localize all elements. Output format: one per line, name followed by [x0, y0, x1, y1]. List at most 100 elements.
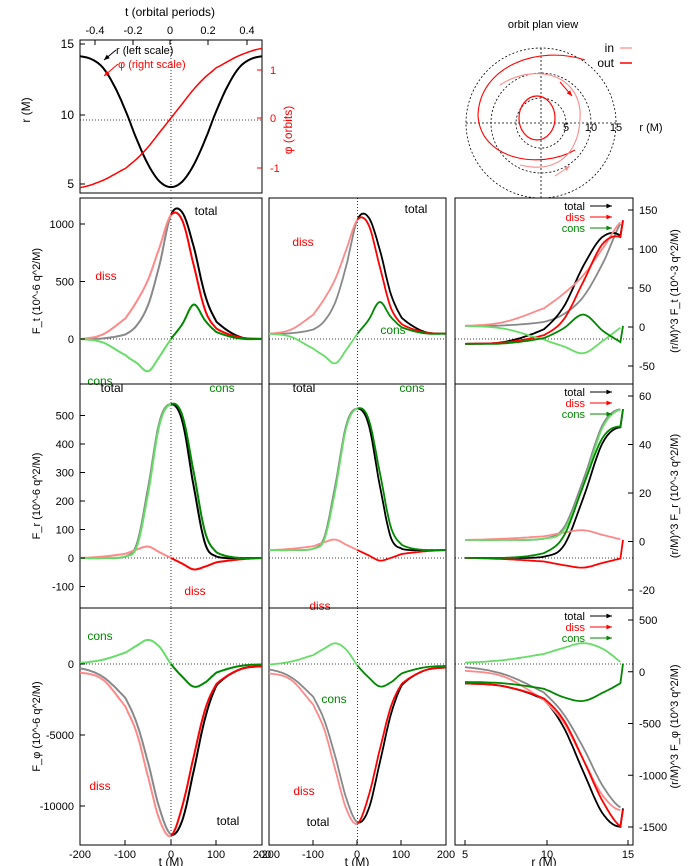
orbit-tick-label: 5 — [563, 122, 569, 134]
top-legend-phi-arrow-head — [104, 70, 110, 76]
panel-Ft-a-total-in-curve — [80, 214, 172, 340]
orbit-legend-out: out — [597, 56, 614, 70]
orbit-axis-label: r (M) — [639, 122, 662, 134]
panel-Fr-b-cons-out-curve — [357, 407, 446, 552]
top-time-tick-label: 0 — [167, 25, 173, 37]
panel-Fphi-a-diss-in-curve — [79, 671, 172, 838]
panel-Ft-right-tick-label: 0 — [639, 322, 645, 334]
panel-Fr-b-total-in-curve — [269, 407, 358, 552]
panel-Fr-left-tick-label: 500 — [56, 411, 74, 423]
panel-Fr-label-diss: diss — [184, 584, 205, 598]
panel-Fphi-a-total-out-curve — [170, 665, 263, 836]
panel-Ft-b-total-in-curve — [269, 219, 359, 335]
panel-Fr-a-cons-out-curve — [170, 402, 262, 560]
panel-Fr-left-tick-label: 0 — [68, 553, 74, 565]
panel-Fphi-right-tick-label: -1000 — [639, 770, 667, 782]
panel-Fr-right-tick-label: 20 — [639, 488, 651, 500]
panel-Ft-c-cons-in-curve — [465, 324, 621, 355]
panel-Fr-a-total-in-curve — [80, 403, 172, 560]
panel-Fphi-right-tick-label: -500 — [639, 719, 661, 731]
panel-Fphi-c-legend-total: total — [564, 611, 585, 623]
panel-Fr-c-total-in-curve — [465, 408, 621, 541]
panel-Fphi-b-cons-out-curve — [356, 664, 447, 688]
orbit-out-path — [477, 54, 586, 161]
panel-Fr-c-cons-in-curve — [465, 408, 621, 541]
panel-Fphi-b-label-diss: diss — [293, 784, 314, 798]
top-right-tick-label: 1 — [270, 65, 276, 77]
bottom-t-tick-label-b: 200 — [437, 849, 455, 861]
orbit-out-arrow-head — [566, 90, 572, 96]
bottom-r-axis-label: r (M) — [531, 855, 556, 866]
panel-Fr-label-cons: cons — [209, 381, 234, 395]
panel-Fphi-b-total-in-curve — [268, 668, 359, 824]
panel-Fr-right-tick-label: 60 — [639, 391, 651, 403]
panel-Fphi-right-tick-label: -1500 — [639, 822, 667, 834]
panel-Fphi-label-total: total — [217, 814, 240, 828]
top-left-tick-label: 15 — [61, 37, 75, 51]
bottom-t-tick-label-b: -100 — [302, 849, 324, 861]
panel-Fphi-c-legend-diss-arrow-head — [606, 624, 612, 630]
orbit-tick-label: 15 — [610, 122, 622, 134]
orbit-in-arrow-head — [564, 166, 570, 172]
orbit-tick-label: 10 — [585, 122, 597, 134]
panel-Fphi-c-legend-diss: diss — [565, 622, 585, 634]
panel-Fphi-c-diss-out-curve — [464, 682, 624, 828]
panel-Fphi-a-total-in-curve — [79, 667, 172, 836]
panel-Ft-b-cons-out-curve — [356, 301, 446, 335]
panel-Fr-left-tick-label: 100 — [56, 525, 74, 537]
panel-Fr-c-cons-out-curve — [465, 408, 624, 560]
panel-Fphi-a-cons-out-curve — [170, 663, 263, 688]
panel-Fr-c-legend-total-arrow-head — [606, 389, 612, 395]
top-time-tick-label: 0.4 — [239, 25, 254, 37]
panel-Fr-right-tick-label: 0 — [639, 537, 645, 549]
top-legend-r-arrow-head — [104, 54, 110, 60]
orbit-inner-loop — [518, 95, 556, 141]
panel-Ft-a-cons-out-curve — [170, 303, 262, 341]
panel-Fphi-left-axis-label: F_φ (10^-6 q^2/M) — [31, 681, 43, 771]
panel-Ft-label-total: total — [195, 204, 218, 218]
bottom-t-axis-label-a: t (M) — [159, 855, 184, 866]
panel-Fr-c-legend-diss: diss — [565, 398, 585, 410]
top-right-tick-label: -1 — [270, 163, 280, 175]
panel-Fphi-b-diss-in-curve — [268, 672, 358, 825]
phi-curve — [79, 47, 263, 189]
panel-Fphi-c-legend-total-arrow-head — [606, 613, 612, 619]
panel-Fr-b-cons-in-curve — [269, 407, 358, 552]
panel-Ft-c-legend-diss: diss — [565, 212, 585, 224]
panel-Ft-right-tick-label: 50 — [639, 283, 651, 295]
bottom-r-tick-label: 10 — [541, 849, 553, 861]
panel-Fphi-c-legend-cons: cons — [562, 633, 586, 645]
panel-Fphi-b-label-cons: cons — [321, 692, 346, 706]
panel-Fr-b-diss-out-curve — [357, 549, 446, 562]
panel-Fphi-label-cons: cons — [87, 629, 112, 643]
top-time-tick-label: -0.4 — [86, 25, 105, 37]
panel-Ft-c-diss-in-curve — [464, 221, 622, 327]
panel-Fr-c-legend-diss-arrow-head — [606, 400, 612, 406]
panel-Fphi-c-diss-in-curve — [464, 669, 621, 811]
bottom-t-tick-label-a: -200 — [69, 849, 91, 861]
panel-Ft-left-tick-label: 0 — [68, 334, 74, 346]
panel-Fphi-b-cons-in-curve — [268, 642, 359, 667]
panel-Ft-c-legend-cons: cons — [562, 223, 586, 235]
panel-Ft-left-axis-label: F_t (10^-6 q^2/M) — [31, 248, 43, 334]
bottom-t-tick-label-b: 0 — [354, 849, 360, 861]
panel-Fphi-label-diss: diss — [89, 779, 110, 793]
panel-Ft-c-legend-total-arrow-head — [606, 203, 612, 209]
r-curve — [79, 55, 263, 189]
bottom-t-tick-label-b: 100 — [392, 849, 410, 861]
panel-Ft-c-legend-diss-arrow-head — [606, 214, 612, 220]
orbit-in-path — [499, 73, 581, 168]
bottom-r-tick-label: 5 — [462, 849, 468, 861]
panel-Fphi-c-frame — [454, 607, 634, 846]
panel-Fphi-right-tick-label: 500 — [639, 615, 657, 627]
panel-Fr-right-axis-label: (r/M)^3 F_r (10^-3 q^2/M) — [669, 434, 681, 558]
panel-Ft-b-label-cons: cons — [380, 323, 405, 337]
panel-Fr-c-legend-cons: cons — [562, 409, 586, 421]
orbit-legend-in: in — [605, 41, 614, 55]
panel-Fphi-a-diss-out-curve — [170, 665, 263, 837]
panel-Ft-c-legend-cons-arrow-head — [606, 225, 612, 231]
panel-Ft-right-tick-label: 100 — [639, 244, 657, 256]
orbit-title: orbit plan view — [508, 19, 578, 31]
panel-Fphi-right-axis-label: (r/M)^3 F_φ (10^3 q^2/M) — [669, 664, 681, 788]
